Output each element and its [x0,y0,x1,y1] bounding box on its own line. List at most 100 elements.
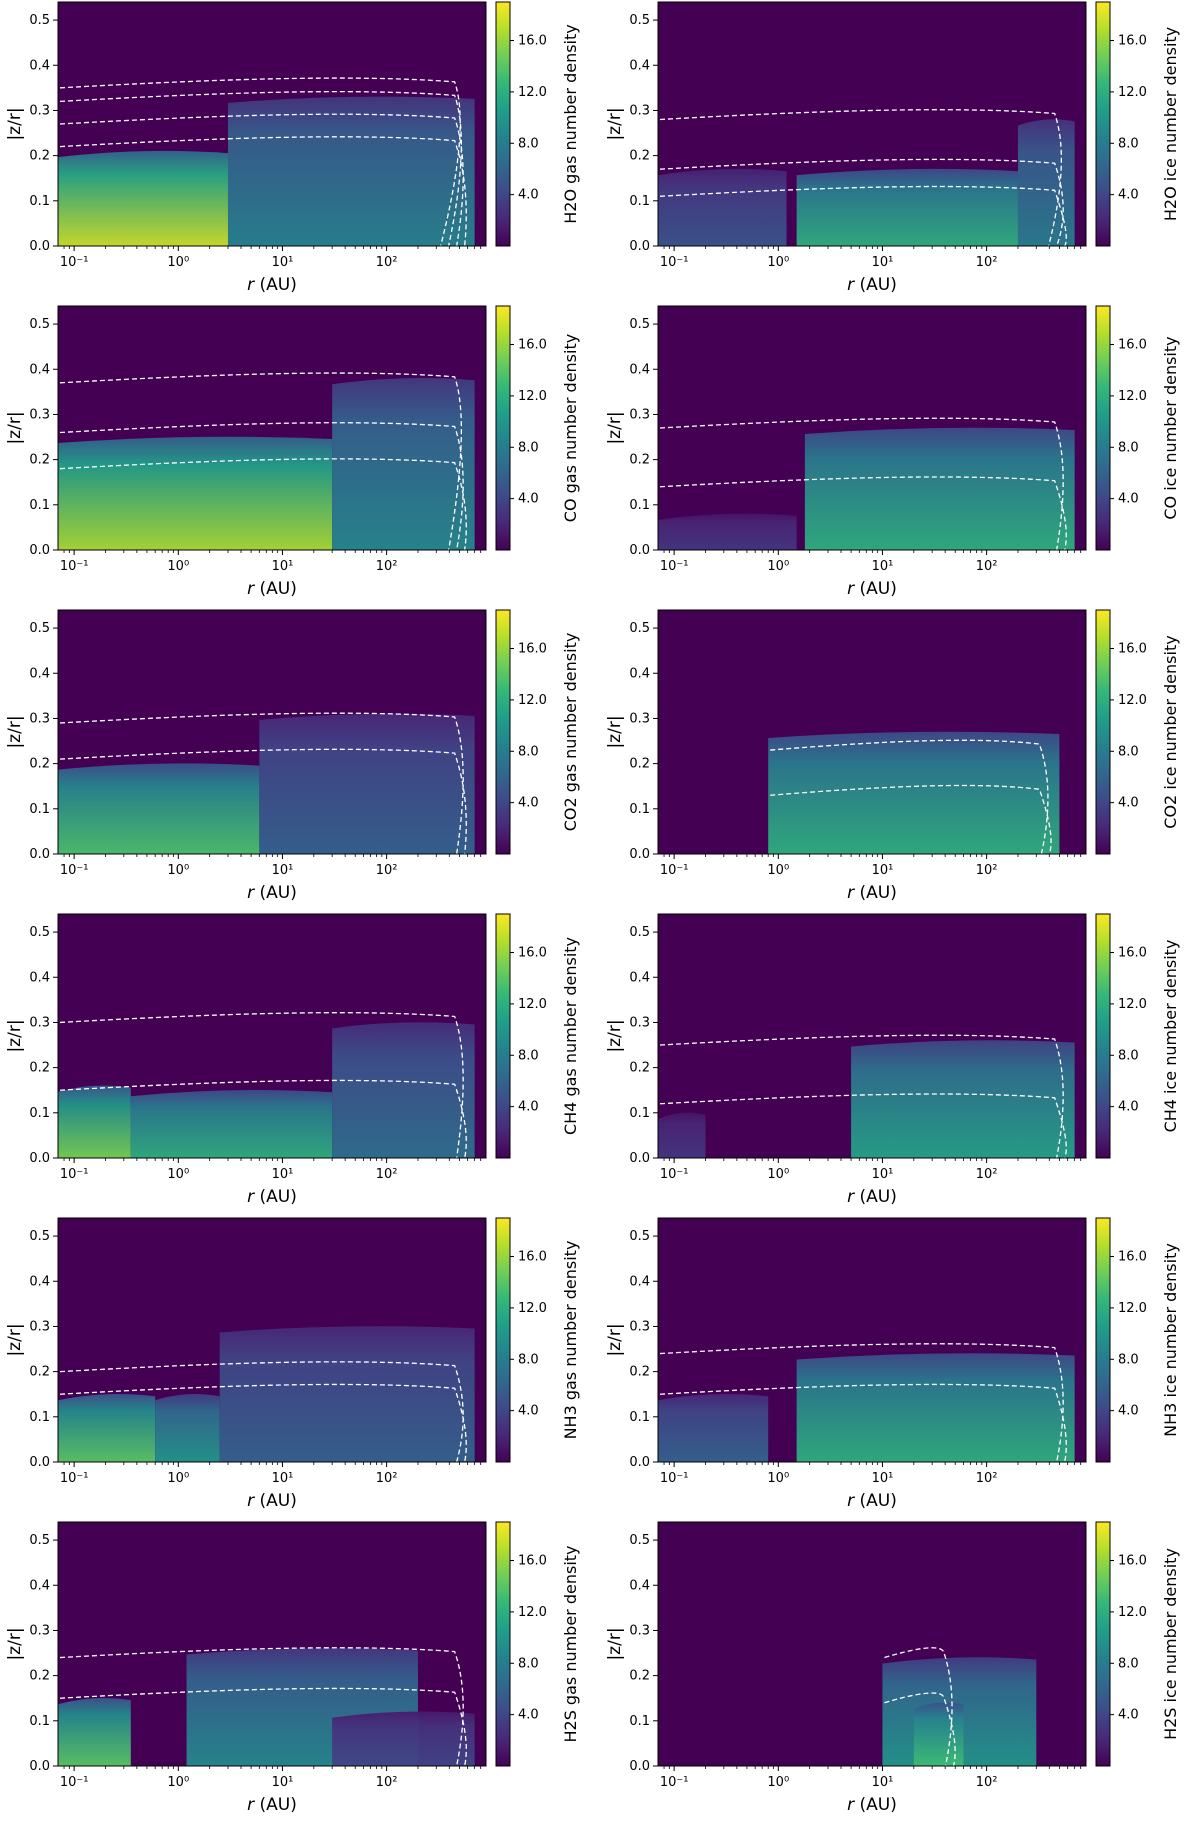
x-tick-label: 10¹ [272,559,294,574]
colorbar-tick-label: 12.0 [1118,85,1147,100]
x-tick-label: 10² [376,1167,398,1182]
colorbar-tick-label: 8.0 [518,1352,539,1367]
y-tick-label: 0.2 [29,1365,50,1380]
y-tick-label: 0.2 [629,149,650,164]
colorbar-tick-label: 8.0 [518,136,539,151]
y-tick-label: 0.3 [629,1319,650,1334]
y-axis-label: |z/r| [5,1627,25,1660]
contour-line [659,1343,1064,1462]
colorbar-label: CO2 gas number density [561,633,580,832]
density-region [227,96,475,246]
y-tick-label: 0.3 [29,1015,50,1030]
y-tick-label: 0.0 [629,1455,650,1470]
panel-ch4-ice: 0.0 0.1 0.2 0.3 0.4 0.5 10⁻¹ 10⁰ 10¹ 10² r (AU) |z/… [600,912,1200,1216]
contour-line [59,1361,464,1462]
x-tick-label: 10⁰ [767,559,789,574]
x-tick-label: 10² [976,1471,998,1486]
x-axis-label: r (AU) [847,1795,897,1815]
panel-h2s-gas: 0.0 0.1 0.2 0.3 0.4 0.5 10⁻¹ 10⁰ 10¹ 10² r (AU) |z/… [0,1520,600,1824]
y-tick-label: 0.1 [29,1714,50,1729]
colorbar-tick-label: 12.0 [518,997,547,1012]
colorbar-tick-label: 8.0 [518,744,539,759]
y-tick-label: 0.4 [629,1274,650,1289]
colorbar-label: CO gas number density [561,334,580,522]
y-tick-label: 0.5 [629,925,650,940]
density-region [58,150,228,246]
y-tick-label: 0.1 [629,1410,650,1425]
y-tick-label: 0.2 [29,1669,50,1684]
heatmap-svg: 0.0 0.1 0.2 0.3 0.4 0.5 10⁻¹ 10⁰ 10¹ 10² r (AU) |z/… [5,1,580,295]
colorbar [495,1,511,247]
colorbar [495,305,511,551]
colorbar-label: H2S gas number density [561,1545,580,1742]
colorbar-label: NH3 ice number density [1161,1243,1180,1437]
x-tick-label: 10⁻¹ [660,255,689,270]
density-region [58,436,333,550]
colorbar-tick-label: 16.0 [518,1250,547,1265]
y-axis-label: |z/r| [605,1323,625,1356]
y-tick-label: 0.4 [29,1274,50,1289]
contour-line [59,113,464,246]
density-region [851,1040,1075,1158]
colorbar-tick-label: 12.0 [518,389,547,404]
colorbar-tick-label: 16.0 [1118,1250,1147,1265]
density-region [58,1393,156,1462]
colorbar-tick-label: 4.0 [1118,1404,1139,1419]
panel-h2s-ice: 0.0 0.1 0.2 0.3 0.4 0.5 10⁻¹ 10⁰ 10¹ 10² r (AU) |z/… [600,1520,1200,1824]
contour-line [659,476,1067,550]
y-tick-label: 0.2 [29,757,50,772]
heatmap-svg: 0.0 0.1 0.2 0.3 0.4 0.5 10⁻¹ 10⁰ 10¹ 10² r (AU) |z/… [605,913,1180,1207]
y-tick-label: 0.3 [29,1319,50,1334]
y-tick-label: 0.3 [629,103,650,118]
y-tick-label: 0.1 [29,1106,50,1121]
y-tick-label: 0.0 [29,1151,50,1166]
x-tick-label: 10⁰ [767,1775,789,1790]
y-axis-label: |z/r| [605,1019,625,1052]
colorbar-tick-label: 12.0 [1118,1605,1147,1620]
y-axis-label: |z/r| [5,1019,25,1052]
colorbar-tick-label: 4.0 [518,1404,539,1419]
y-tick-label: 0.1 [629,802,650,817]
y-tick-label: 0.4 [29,666,50,681]
x-tick-label: 10¹ [272,1775,294,1790]
colorbar-tick-label: 8.0 [518,1656,539,1671]
x-axis-label: r (AU) [247,1795,297,1815]
y-tick-label: 0.5 [29,621,50,636]
heatmap-svg: 0.0 0.1 0.2 0.3 0.4 0.5 10⁻¹ 10⁰ 10¹ 10² r (AU) |z/… [605,1217,1180,1511]
x-tick-label: 10¹ [272,1167,294,1182]
y-tick-label: 0.3 [629,711,650,726]
colorbar-tick-label: 8.0 [1118,136,1139,151]
y-tick-label: 0.5 [29,13,50,28]
y-tick-label: 0.2 [29,149,50,164]
y-axis-label: |z/r| [5,107,25,140]
y-tick-label: 0.0 [629,1759,650,1774]
x-tick-label: 10² [976,863,998,878]
heatmap-svg: 0.0 0.1 0.2 0.3 0.4 0.5 10⁻¹ 10⁰ 10¹ 10² r (AU) |z/… [605,1521,1180,1815]
y-tick-label: 0.1 [629,498,650,513]
colorbar-tick-label: 16.0 [1118,642,1147,657]
x-tick-label: 10⁰ [767,255,789,270]
y-tick-label: 0.0 [29,1455,50,1470]
colorbar-tick-label: 16.0 [518,642,547,657]
heatmap-svg: 0.0 0.1 0.2 0.3 0.4 0.5 10⁻¹ 10⁰ 10¹ 10² r (AU) |z/… [5,609,580,903]
x-axis-label: r (AU) [847,275,897,295]
panel-co-gas: 0.0 0.1 0.2 0.3 0.4 0.5 10⁻¹ 10⁰ 10¹ 10² r (AU) |z/… [0,304,600,608]
x-tick-label: 10⁻¹ [660,1775,689,1790]
colorbar [1095,305,1111,551]
density-region [796,1353,1075,1462]
colorbar-tick-label: 8.0 [518,1048,539,1063]
density-region [58,763,260,854]
y-tick-label: 0.3 [629,1015,650,1030]
x-axis-label: r (AU) [247,1187,297,1207]
y-tick-label: 0.0 [29,543,50,558]
panel-h2o-gas: 0.0 0.1 0.2 0.3 0.4 0.5 10⁻¹ 10⁰ 10¹ 10² r (AU) |z/… [0,0,600,304]
contour-line [770,739,1049,854]
colorbar-tick-label: 12.0 [1118,1301,1147,1316]
y-axis-label: |z/r| [5,411,25,444]
colorbar-tick-label: 4.0 [518,1708,539,1723]
panel-ch4-gas: 0.0 0.1 0.2 0.3 0.4 0.5 10⁻¹ 10⁰ 10¹ 10² r (AU) |z/… [0,912,600,1216]
colorbar-tick-label: 12.0 [1118,693,1147,708]
contour-line [659,1383,1067,1462]
colorbar-label: CH4 ice number density [1161,940,1180,1133]
density-region [332,1711,475,1766]
